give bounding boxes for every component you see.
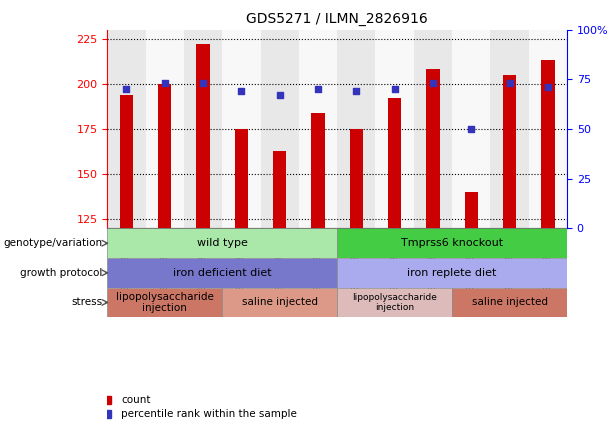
Point: [466, 126, 476, 132]
Bar: [107, 288, 222, 317]
Point: [198, 80, 208, 87]
Text: percentile rank within the sample: percentile rank within the sample: [121, 409, 297, 419]
Bar: [375, 30, 414, 228]
Bar: [222, 288, 337, 317]
Text: iron replete diet: iron replete diet: [408, 268, 497, 278]
Point: [428, 80, 438, 87]
Point: [121, 86, 131, 93]
Bar: [158, 84, 172, 228]
Bar: [426, 69, 440, 228]
Bar: [337, 288, 452, 317]
Text: genotype/variation: genotype/variation: [4, 238, 103, 248]
Bar: [503, 75, 516, 228]
Point: [543, 84, 553, 91]
Bar: [349, 129, 363, 228]
Text: stress: stress: [72, 297, 103, 308]
Point: [390, 86, 400, 93]
Bar: [541, 60, 555, 228]
Bar: [528, 30, 567, 228]
Bar: [414, 30, 452, 228]
Bar: [337, 258, 567, 288]
Bar: [388, 98, 402, 228]
Bar: [107, 30, 145, 228]
Point: [313, 86, 323, 93]
Bar: [261, 30, 299, 228]
Text: count: count: [121, 395, 151, 405]
Text: lipopolysaccharide
injection: lipopolysaccharide injection: [116, 291, 214, 313]
Bar: [452, 288, 567, 317]
Bar: [196, 44, 210, 228]
Bar: [299, 30, 337, 228]
Point: [160, 80, 170, 87]
Bar: [273, 151, 286, 228]
Text: growth protocol: growth protocol: [20, 268, 103, 278]
Bar: [107, 258, 337, 288]
Text: saline injected: saline injected: [242, 297, 318, 308]
Bar: [337, 228, 567, 258]
Bar: [107, 228, 337, 258]
Text: Tmprss6 knockout: Tmprss6 knockout: [401, 238, 503, 248]
Point: [237, 88, 246, 95]
Point: [275, 92, 284, 99]
Bar: [490, 30, 528, 228]
Bar: [120, 95, 133, 228]
Bar: [311, 113, 325, 228]
Point: [351, 88, 361, 95]
Bar: [184, 30, 222, 228]
Bar: [465, 192, 478, 228]
Bar: [235, 129, 248, 228]
Text: wild type: wild type: [197, 238, 248, 248]
Bar: [145, 30, 184, 228]
Point: [504, 80, 514, 87]
Bar: [452, 30, 490, 228]
Text: saline injected: saline injected: [471, 297, 547, 308]
Bar: [337, 30, 375, 228]
Text: lipopolysaccharide
injection: lipopolysaccharide injection: [352, 293, 437, 312]
Title: GDS5271 / ILMN_2826916: GDS5271 / ILMN_2826916: [246, 12, 428, 26]
Bar: [222, 30, 261, 228]
Text: iron deficient diet: iron deficient diet: [173, 268, 272, 278]
